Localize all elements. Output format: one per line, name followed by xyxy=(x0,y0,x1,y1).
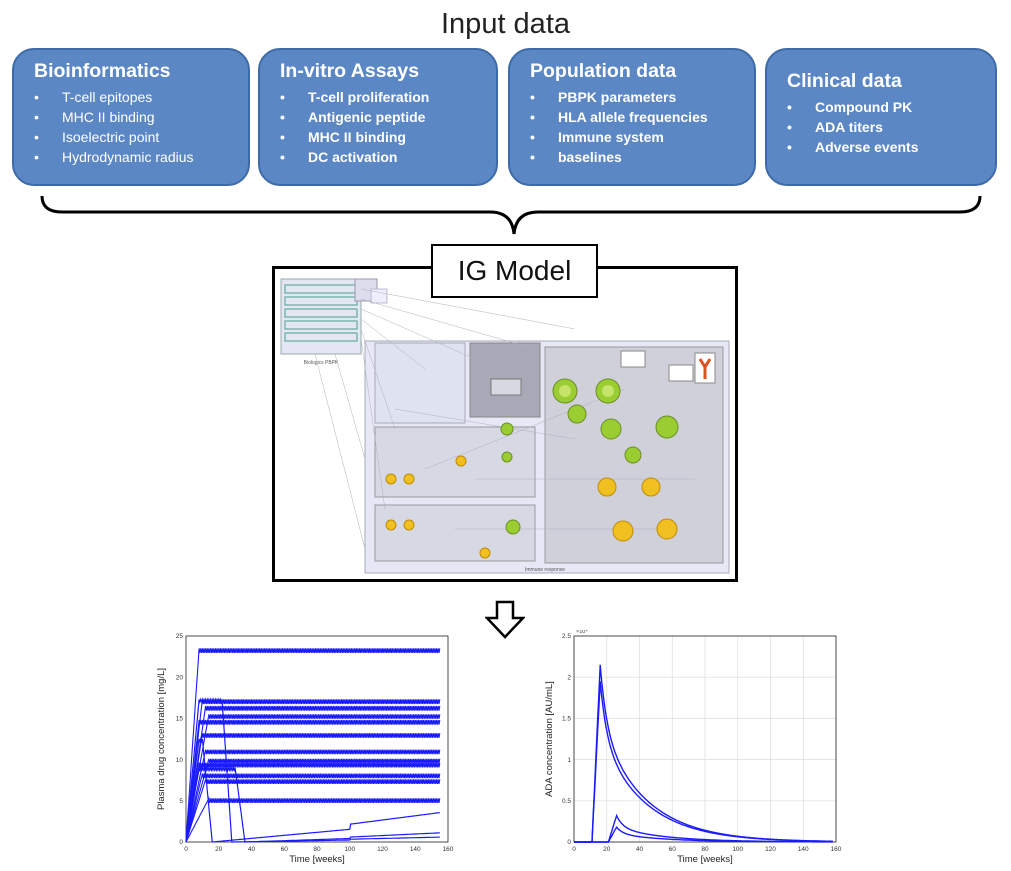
series-line xyxy=(185,714,441,843)
list-item: DC activation xyxy=(280,147,486,167)
in-vitro-assays-title: In-vitro Assays xyxy=(280,60,420,82)
series-line xyxy=(574,681,833,843)
x-tick-label: 100 xyxy=(344,846,355,853)
pbpk-caption: Biologics PBPK xyxy=(304,360,339,366)
list-item: MHC II binding xyxy=(280,127,486,147)
down-arrow-icon xyxy=(485,600,525,639)
list-item: Hydrodynamic radius xyxy=(34,147,238,167)
connector-lines xyxy=(314,288,695,550)
x-tick-label: 20 xyxy=(215,846,223,853)
x-tick-label: 160 xyxy=(443,846,454,853)
series-line xyxy=(185,773,441,843)
lower-left-block-1 xyxy=(374,426,536,498)
list-item: T-cell epitopes xyxy=(34,87,238,107)
y-axis-label: ADA concentration [AU/mL] xyxy=(544,681,555,797)
in-vitro-assays-box: In-vitro Assays T-cell proliferation Ant… xyxy=(258,48,498,186)
x-tick-label: 120 xyxy=(765,846,776,853)
series-line xyxy=(185,648,441,843)
plot-icon xyxy=(620,350,646,368)
series-line xyxy=(185,762,441,843)
x-tick-label: 100 xyxy=(732,846,743,853)
list-item: Compound PK xyxy=(787,97,985,117)
bioinformatics-title: Bioinformatics xyxy=(34,60,171,82)
clinical-data-title: Clinical data xyxy=(787,70,902,92)
immune-caption: Immune response xyxy=(525,567,565,573)
series-line xyxy=(185,737,440,843)
x-tick-label: 0 xyxy=(572,846,576,853)
upper-left-block xyxy=(374,342,466,424)
clinical-data-box: Clinical data Compound PK ADA titers Adv… xyxy=(765,48,997,186)
x-tick-label: 40 xyxy=(636,846,644,853)
bioinformatics-box: Bioinformatics T-cell epitopes MHC II bi… xyxy=(12,48,250,186)
x-tick-label: 80 xyxy=(701,846,709,853)
y-tick-label: 0 xyxy=(179,839,183,846)
y-scale-label: ×10⁴ xyxy=(576,630,588,635)
x-tick-label: 60 xyxy=(281,846,289,853)
series-line xyxy=(574,813,833,843)
y-tick-label: 2.5 xyxy=(562,633,571,640)
y-tick-label: 1.5 xyxy=(562,716,571,723)
x-tick-label: 140 xyxy=(410,846,421,853)
series-line xyxy=(185,699,441,843)
x-axis-label: Time [weeks] xyxy=(677,854,733,865)
antibody-icon xyxy=(698,358,712,379)
list-item: Isoelectric point xyxy=(34,127,238,147)
list-item: PBPK parameters xyxy=(530,87,744,107)
y-tick-label: 1 xyxy=(567,757,571,764)
series-line xyxy=(185,749,441,843)
list-item: Immune system xyxy=(530,127,744,147)
plot-icon xyxy=(668,364,694,382)
small-box xyxy=(370,288,388,304)
curly-brace xyxy=(40,195,982,235)
green-cells xyxy=(500,378,679,535)
x-tick-label: 140 xyxy=(798,846,809,853)
x-tick-label: 0 xyxy=(184,846,188,853)
series-line xyxy=(185,779,441,843)
y-tick-label: 25 xyxy=(176,633,184,640)
y-axis-label: Plasma drug concentration [mg/L] xyxy=(156,668,167,810)
population-data-title: Population data xyxy=(530,60,677,82)
x-tick-label: 60 xyxy=(669,846,677,853)
plot-frame xyxy=(573,635,837,843)
list-item: Adverse events xyxy=(787,137,985,157)
x-tick-label: 40 xyxy=(248,846,256,853)
ig-model-frame: Biologics PBPK Immune response xyxy=(272,266,738,582)
page-title: Input data xyxy=(441,8,570,40)
x-axis-label: Time [weeks] xyxy=(289,854,345,865)
population-data-box: Population data PBPK parameters HLA alle… xyxy=(508,48,756,186)
y-tick-label: 0.5 xyxy=(562,798,571,805)
lower-left-block-2 xyxy=(374,504,536,562)
series-line xyxy=(185,733,441,843)
ada-concentration-chart: 0 20 40 60 80 100 120 140 160 0 0.5 1 1.5 2 2.5 Time [w… xyxy=(544,630,842,865)
yellow-cells xyxy=(385,455,678,559)
ig-model-label: IG Model xyxy=(431,244,598,298)
list-item: ADA titers xyxy=(787,117,985,137)
y-tick-label: 2 xyxy=(567,674,571,681)
y-tick-label: 0 xyxy=(567,839,571,846)
x-tick-label: 160 xyxy=(831,846,842,853)
y-tick-label: 10 xyxy=(176,757,184,764)
x-tick-label: 20 xyxy=(603,846,611,853)
x-tick-label: 80 xyxy=(313,846,321,853)
list-item: HLA allele frequencies xyxy=(530,107,744,127)
list-item: baselines xyxy=(530,147,744,167)
list-item: MHC II binding xyxy=(34,107,238,127)
series-line xyxy=(185,697,440,843)
x-tick-label: 120 xyxy=(377,846,388,853)
y-tick-label: 20 xyxy=(176,674,184,681)
series-line xyxy=(574,825,833,843)
series-line xyxy=(185,765,440,843)
plasma-concentration-chart: 0 20 40 60 80 100 120 140 160 0 5 10 15 20 25 Time [wee… xyxy=(156,633,454,865)
series-line xyxy=(185,719,441,843)
list-item: T-cell proliferation xyxy=(280,87,486,107)
y-tick-label: 5 xyxy=(179,798,183,805)
series-line xyxy=(185,758,441,843)
series-line xyxy=(185,796,441,843)
y-tick-label: 15 xyxy=(176,716,184,723)
series-line xyxy=(185,705,441,843)
list-item: Antigenic peptide xyxy=(280,107,486,127)
plot-frame xyxy=(185,635,449,843)
ig-model-diagram: Biologics PBPK Immune response xyxy=(280,278,730,574)
